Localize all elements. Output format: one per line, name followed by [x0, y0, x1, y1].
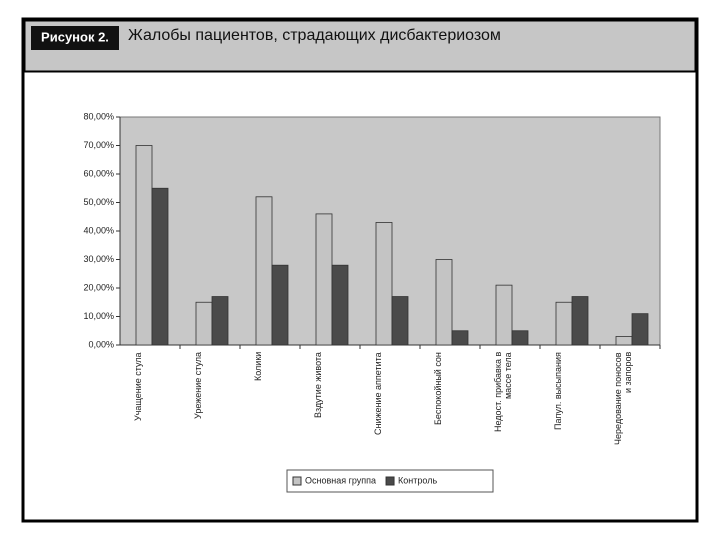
bar	[615, 336, 633, 346]
bar	[375, 222, 393, 346]
x-tick-label: Урежение стула	[193, 352, 203, 420]
bar	[135, 145, 153, 346]
x-tick-label: Снижение аппетита	[373, 352, 383, 435]
x-tick-label: Чередование поносов и запоров	[613, 352, 633, 445]
y-tick-label: 70,00%	[83, 140, 114, 150]
bar	[151, 187, 169, 346]
y-tick-label: 10,00%	[83, 311, 114, 321]
legend-swatch	[292, 476, 302, 486]
bar	[511, 330, 529, 346]
y-tick-label: 0,00%	[88, 339, 114, 349]
legend-swatch	[385, 476, 395, 486]
bar	[555, 301, 573, 346]
header	[23, 19, 697, 73]
bar	[435, 259, 453, 346]
bar	[315, 213, 333, 346]
bar	[391, 296, 409, 346]
y-tick-label: 20,00%	[83, 282, 114, 292]
chart-title: Жалобы пациентов, страдающих дисбактерио…	[128, 27, 501, 44]
bar	[211, 296, 229, 346]
bar	[451, 330, 469, 346]
legend-label: Контроль	[398, 475, 437, 485]
bar	[571, 296, 589, 346]
bar	[495, 284, 513, 346]
x-tick-label: Беспокойный сон	[433, 352, 443, 425]
label-box	[31, 26, 119, 50]
x-tick-label: Колики	[253, 352, 263, 382]
bar	[195, 301, 213, 346]
x-tick-label: Вздутие живота	[313, 352, 323, 418]
y-tick-label: 80,00%	[83, 111, 114, 121]
legend-label: Основная группа	[305, 475, 376, 485]
figure-label: Рисунок 2.	[41, 29, 109, 44]
y-tick-label: 40,00%	[83, 225, 114, 235]
bar	[631, 313, 649, 346]
x-tick-label: Недост. прибавка в массе тела	[493, 352, 513, 433]
x-tick-label: Папул. высыпания	[553, 352, 563, 430]
bar	[255, 196, 273, 346]
y-tick-label: 50,00%	[83, 197, 114, 207]
x-tick-label: Учащение стула	[133, 352, 143, 421]
y-tick-label: 60,00%	[83, 168, 114, 178]
y-tick-label: 30,00%	[83, 254, 114, 264]
bar	[331, 264, 349, 346]
bar	[271, 264, 289, 346]
